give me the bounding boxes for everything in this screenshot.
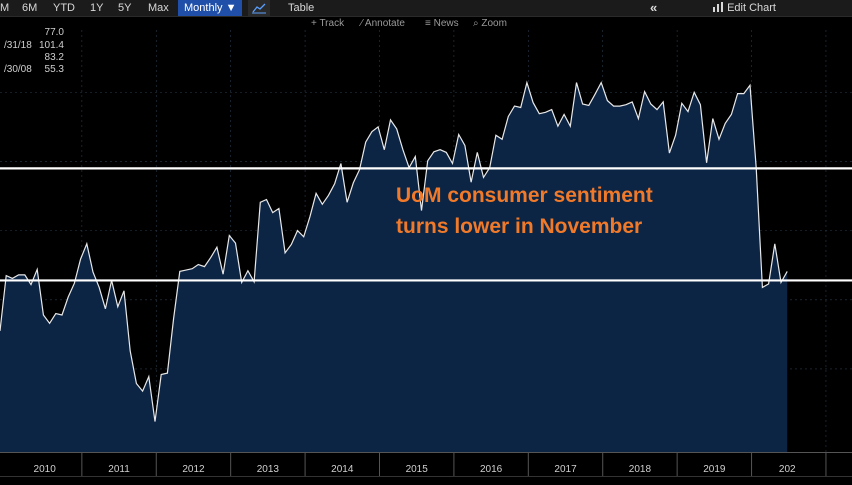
track-tool[interactable]: + Track [311, 17, 344, 30]
range-6m-button[interactable]: 6M [22, 2, 38, 14]
range-max-button[interactable]: Max [148, 2, 169, 14]
x-tick-label: 2013 [257, 464, 280, 475]
x-tick-label: 2016 [480, 464, 503, 475]
frequency-dropdown[interactable]: Monthly ▼ [178, 0, 243, 16]
x-tick-label: 2012 [182, 464, 205, 475]
news-icon: ≡ [425, 18, 434, 29]
collapse-icon[interactable]: « [650, 0, 658, 15]
zoom-label: Zoom [481, 18, 507, 29]
range-partial-button[interactable]: M [0, 2, 10, 14]
news-tool[interactable]: ≡ News [425, 17, 459, 30]
chart-type-button[interactable] [248, 0, 270, 16]
line-chart-icon [252, 3, 266, 14]
x-tick-label: 2019 [703, 464, 726, 475]
chart-annotation: UoM consumer sentiment turns lower in No… [396, 180, 653, 242]
annotation-line-2: turns lower in November [396, 215, 643, 238]
annotate-label: Annotate [364, 18, 405, 29]
range-5y-button[interactable]: 5Y [118, 2, 132, 14]
annotation-line-1: UoM consumer sentiment [396, 184, 653, 207]
edit-chart-button[interactable]: Edit Chart [712, 0, 776, 16]
legend-value: 55.3 [44, 64, 64, 75]
legend-value: 101.4 [38, 40, 64, 51]
series-area-fill [0, 82, 788, 452]
range-1y-button[interactable]: 1Y [90, 2, 104, 14]
pencil-icon: ⁄ [361, 18, 365, 29]
range-ytd-button[interactable]: YTD [53, 2, 75, 14]
chart-toolbar: M 6M YTD 1Y 5Y Max Monthly ▼ Table « Edi… [0, 0, 852, 17]
x-tick-label: 2018 [629, 464, 652, 475]
series-line[interactable] [0, 80, 788, 422]
x-tick-label: 2014 [331, 464, 354, 475]
track-label: Track [319, 18, 345, 29]
x-tick-label: 2011 [108, 464, 130, 475]
zoom-tool[interactable]: ⌕ Zoom [473, 17, 507, 30]
table-button[interactable]: Table [288, 2, 315, 14]
chart-subtoolbar: + Track ⁄ Annotate ≡ News ⌕ Zoom [0, 17, 852, 30]
x-axis: 2010 2011 2012 2013 2014 2015 2016 2017 2018 2019… [0, 452, 852, 485]
news-label: News [433, 18, 459, 29]
legend-value: 77.0 [44, 27, 64, 38]
legend-date: /30/08 [4, 64, 32, 75]
edit-chart-label: Edit Chart [727, 2, 776, 14]
crosshair-icon: + [311, 18, 320, 29]
x-tick-label: 2015 [406, 464, 429, 475]
x-tick-label: 202 [779, 464, 796, 475]
x-axis-background [0, 452, 852, 485]
magnifier-icon: ⌕ [473, 18, 482, 29]
legend-date: /31/18 [4, 40, 32, 51]
x-tick-label: 2017 [554, 464, 577, 475]
legend-value: 83.2 [44, 52, 64, 63]
reference-lines [0, 167, 852, 282]
annotate-tool[interactable]: ⁄ Annotate [361, 17, 405, 30]
x-tick-label: 2010 [34, 464, 57, 475]
edit-chart-icon [713, 2, 723, 12]
